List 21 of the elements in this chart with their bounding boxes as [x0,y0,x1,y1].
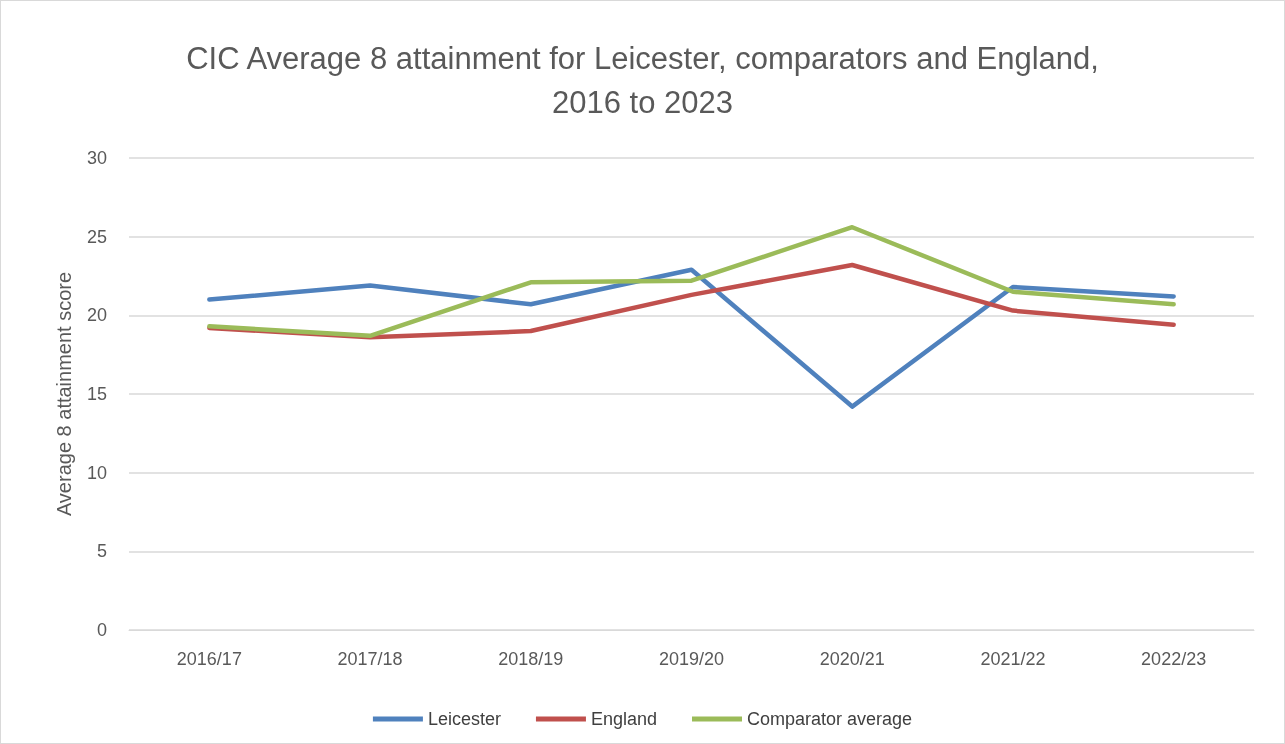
y-tick-label: 30 [86,148,107,168]
x-tick-label: 2021/22 [980,649,1046,669]
x-tick-label: 2022/23 [1141,649,1207,669]
x-tick-label: 2016/17 [176,649,242,669]
y-tick-label: 25 [86,226,107,247]
y-tick-label: 5 [96,541,107,562]
chart-title: CIC Average 8 attainment for Leicester, comparators and England, 2016 to 2023 [186,40,1099,120]
y-tick-label: 20 [86,305,107,326]
x-tick-label: 2017/18 [337,649,403,669]
x-tick-label: 2019/20 [658,649,725,669]
line-series [207,224,1176,339]
y-tick-label: 15 [86,384,107,404]
legend-label: England [590,709,658,729]
y-tick-label: 0 [96,620,107,640]
legend-label: Comparator average [747,709,913,729]
x-tick-label: 2020/21 [819,649,885,669]
y-axis-title: Average 8 attainment score [53,271,75,517]
legend-label: Leicester [427,709,501,729]
y-tick-label: 10 [86,462,107,483]
line-series [207,267,1176,409]
x-tick-label: 2018/19 [498,649,564,669]
